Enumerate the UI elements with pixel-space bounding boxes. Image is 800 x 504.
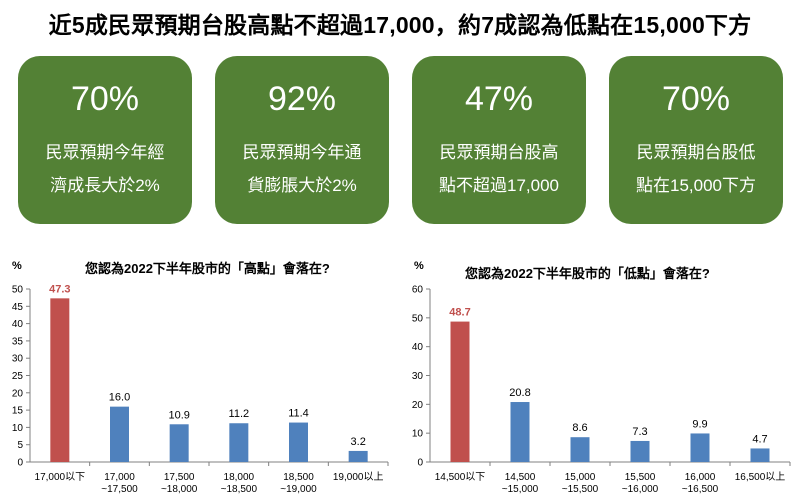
chart-high-y-tick-label: 45 [12, 302, 24, 313]
stat-card-description: 民眾預期台股高 點不超過17,000 [426, 136, 572, 202]
chart-low-value-label: 20.8 [509, 387, 530, 399]
chart-high-y-tick-label: 40 [12, 319, 24, 330]
chart-high-y-tick-label: 50 [12, 285, 24, 296]
chart-high-value-label: 47.3 [49, 283, 70, 295]
chart-high-title: 您認為2022下半年股市的「高點」會落在? [85, 261, 330, 276]
chart-high-x-tick-label: ~19,000 [280, 484, 317, 495]
stat-card-economic-growth: 70% 民眾預期今年經 濟成長大於2% [18, 56, 192, 224]
stat-card-value: 92% [267, 80, 337, 118]
chart-high-x-tick-label: 17,000 [104, 472, 135, 483]
chart-high-y-tick-label: 0 [17, 458, 23, 469]
chart-low-y-tick-label: 0 [417, 458, 423, 469]
chart-low-x-tick-label: ~15,000 [502, 484, 539, 495]
chart-low-x-tick-label: ~16,500 [682, 484, 719, 495]
chart-high-x-tick-label: 19,000以上 [333, 471, 384, 483]
chart-high-bar [50, 298, 70, 462]
chart-low-x-tick-label: 15,500 [625, 472, 656, 483]
chart-high-y-tick-label: 15 [12, 406, 24, 417]
chart-high-bar [169, 424, 189, 462]
chart-high-value-label: 3.2 [351, 436, 366, 448]
chart-high-bar [110, 406, 129, 462]
stat-card-value: 70% [70, 80, 140, 118]
chart-high-x-tick-label: ~17,500 [101, 484, 138, 495]
chart-high-bar [229, 423, 249, 462]
chart-high-y-tick-label: 35 [12, 336, 24, 347]
stat-card-desc-line2: 點在15,000下方 [636, 176, 756, 195]
stat-cards: 70% 民眾預期今年經 濟成長大於2% 92% 民眾預期今年通 貨膨脹大於2% … [18, 56, 786, 224]
chart-high-y-unit: % [12, 260, 22, 272]
stat-card-desc-line2: 貨膨脹大於2% [247, 176, 357, 195]
chart-low-value-label: 7.3 [632, 426, 647, 438]
chart-high-x-tick-label: ~18,500 [221, 484, 258, 495]
stat-card-desc-line1: 民眾預期台股高 [439, 143, 559, 162]
stat-card-inflation: 92% 民眾預期今年通 貨膨脹大於2% [215, 56, 389, 224]
chart-low-y-tick-label: 30 [412, 371, 424, 382]
stat-card-description: 民眾預期今年經 濟成長大於2% [32, 136, 178, 202]
chart-high-x-tick-label: 17,000以下 [35, 472, 86, 483]
chart-high-value-label: 10.9 [168, 409, 189, 421]
chart-high-x-tick-label: 18,500 [283, 472, 314, 483]
stat-card-description: 民眾預期台股低 點在15,000下方 [623, 136, 769, 202]
chart-low-x-tick-label: 14,500以下 [435, 472, 486, 483]
chart-low-value-label: 48.7 [449, 307, 470, 319]
chart-low-y-tick-label: 10 [412, 429, 424, 440]
stat-card-desc-line2: 點不超過17,000 [439, 176, 559, 195]
chart-low-value-label: 8.6 [572, 422, 587, 434]
chart-low-x-tick-label: 15,000 [565, 472, 596, 483]
chart-low-bar [510, 402, 530, 462]
chart-high-x-tick-label: ~18,000 [161, 484, 198, 495]
chart-high-y-tick-label: 10 [12, 423, 24, 434]
chart-low-x-tick-label: 16,000 [685, 472, 716, 483]
chart-low-y-unit: % [414, 260, 424, 272]
chart-low-bar [450, 321, 470, 462]
stat-card-desc-line1: 民眾預期台股低 [636, 143, 756, 162]
chart-low-y-tick-label: 50 [412, 313, 424, 324]
stat-card-value: 47% [464, 80, 534, 118]
chart-high-y-tick-label: 25 [12, 371, 24, 382]
stat-card-description: 民眾預期今年通 貨膨脹大於2% [229, 136, 375, 202]
chart-low-bar [750, 448, 770, 462]
chart-high-x-tick-label: 18,000 [224, 472, 255, 483]
chart-high-value-label: 16.0 [109, 392, 130, 404]
stat-card-desc-line1: 民眾預期今年通 [242, 143, 362, 162]
chart-low-value-label: 9.9 [692, 418, 707, 430]
headline: 近5成民眾預期台股高點不超過17,000，約7成認為低點在15,000下方 [48, 12, 752, 38]
chart-low-bar [630, 440, 650, 462]
chart-high-y-tick-label: 5 [17, 440, 23, 451]
chart-high-value-label: 11.2 [229, 408, 250, 420]
chart-low-title: 您認為2022下半年股市的「低點」會落在? [465, 266, 710, 281]
stat-card-value: 70% [661, 80, 731, 118]
stat-card-desc-line2: 濟成長大於2% [50, 176, 160, 195]
chart-low-x-tick-label: ~15,500 [562, 484, 599, 495]
chart-low-y-tick-label: 60 [412, 285, 424, 296]
chart-low-y-tick-label: 40 [412, 342, 424, 353]
chart-low-bar [570, 437, 590, 462]
chart-low-x-tick-label: 14,500 [505, 472, 536, 483]
chart-high-value-label: 11.4 [288, 408, 309, 420]
chart-low-x-tick-label: ~16,000 [622, 484, 659, 495]
chart-high-bar [289, 422, 308, 462]
stat-card-desc-line1: 民眾預期今年經 [45, 143, 165, 162]
chart-low-y-tick-label: 20 [412, 400, 424, 411]
chart-high-y-tick-label: 20 [12, 388, 24, 399]
chart-low-x-tick-label: 16,500以上 [735, 471, 786, 483]
chart-high-y-tick-label: 30 [12, 354, 24, 365]
chart-high-bar [348, 450, 368, 462]
stat-card-market-low: 70% 民眾預期台股低 點在15,000下方 [609, 56, 783, 224]
chart-low-bar [690, 433, 710, 462]
chart-high-x-tick-label: 17,500 [164, 472, 195, 483]
stat-card-market-high: 47% 民眾預期台股高 點不超過17,000 [412, 56, 586, 224]
chart-low-value-label: 4.7 [752, 433, 767, 445]
